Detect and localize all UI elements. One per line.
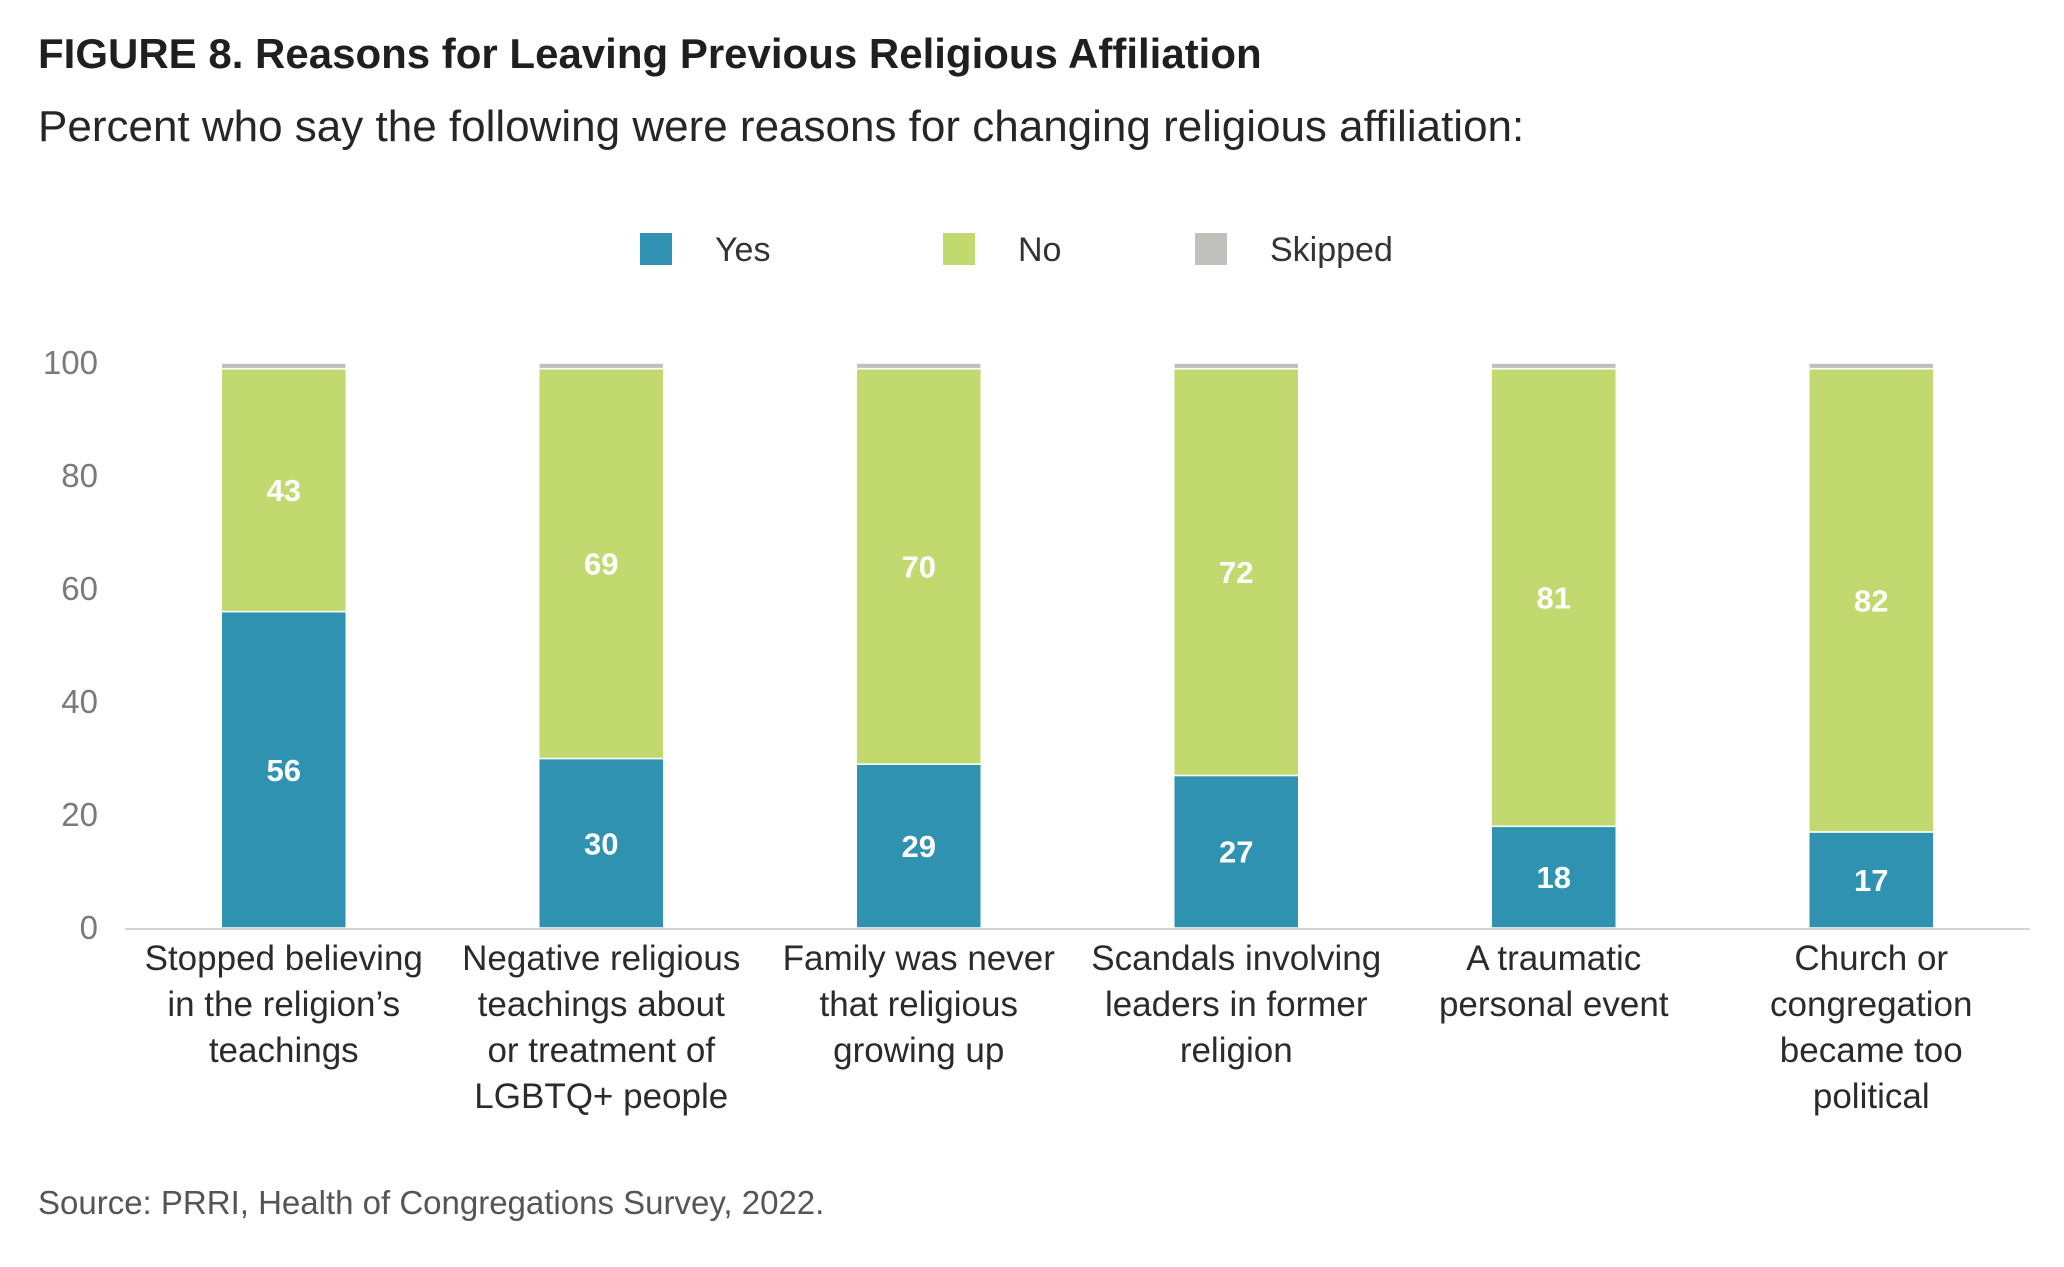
category-label-1: Stopped believing in the religion’s teachi… [145,939,423,1070]
bar-yes-3 [855,763,982,929]
data-label-no-2: 69 [584,547,618,582]
category-label-4: Scandals involving leaders in former relig… [1091,939,1381,1070]
bar-skipped-1 [220,362,347,370]
y-tick-label: 40 [61,683,98,720]
chart-title: FIGURE 8. Reasons for Leaving Previous R… [38,30,1262,77]
data-label-yes-3: 29 [902,829,936,864]
bar-no-6 [1808,367,1935,833]
bar-skipped-3 [855,362,982,370]
bar-skipped-2 [538,362,665,370]
legend-label-no: No [1018,231,1061,269]
category-label-5: A traumatic personal event [1439,939,1669,1024]
bar-no-3 [855,367,982,765]
bars-group: 56 43 30 69 29 70 27 72 18 81 17 82 [220,362,1935,929]
bar-skipped-6 [1808,362,1935,370]
data-label-no-6: 82 [1854,583,1888,618]
data-label-no-1: 43 [267,473,301,508]
data-label-no-4: 72 [1219,555,1253,590]
data-label-yes-4: 27 [1219,835,1253,870]
y-tick-label: 80 [61,457,98,494]
y-tick-label: 60 [61,570,98,607]
data-label-yes-2: 30 [584,826,618,861]
legend-label-yes: Yes [715,231,770,269]
chart-legend: Yes No Skipped [640,231,1393,269]
category-label-6: Church or congregation became too political [1770,939,1972,1116]
bar-yes-4 [1173,774,1300,929]
bar-no-4 [1173,367,1300,777]
legend-label-skipped: Skipped [1270,231,1393,269]
y-axis: 0 20 40 60 80 100 [43,344,98,946]
data-label-no-3: 70 [902,549,936,584]
bar-skipped-5 [1490,362,1617,370]
data-label-yes-5: 18 [1537,860,1571,895]
legend-swatch-yes [640,233,672,265]
data-label-yes-1: 56 [267,753,301,788]
y-tick-label: 100 [43,344,98,381]
bar-yes-6 [1808,831,1935,929]
bar-no-1 [220,367,347,613]
y-tick-label: 0 [80,909,98,946]
bar-skipped-4 [1173,362,1300,370]
x-axis: Stopped believing in the religion’s teachi… [125,928,2030,1116]
bar-yes-2 [538,757,665,929]
category-label-2: Negative religious teachings about or trea… [462,939,740,1116]
legend-swatch-no [943,233,975,265]
data-label-no-5: 81 [1537,580,1571,615]
bar-no-5 [1490,367,1617,828]
y-tick-label: 20 [61,796,98,833]
data-label-yes-6: 17 [1854,863,1888,898]
chart-subtitle: Percent who say the following were reaso… [38,102,1525,151]
chart-source: Source: PRRI, Health of Congregations Su… [38,1184,825,1221]
category-label-3: Family was never that religious growing up [783,939,1056,1070]
legend-swatch-skipped [1195,233,1227,265]
